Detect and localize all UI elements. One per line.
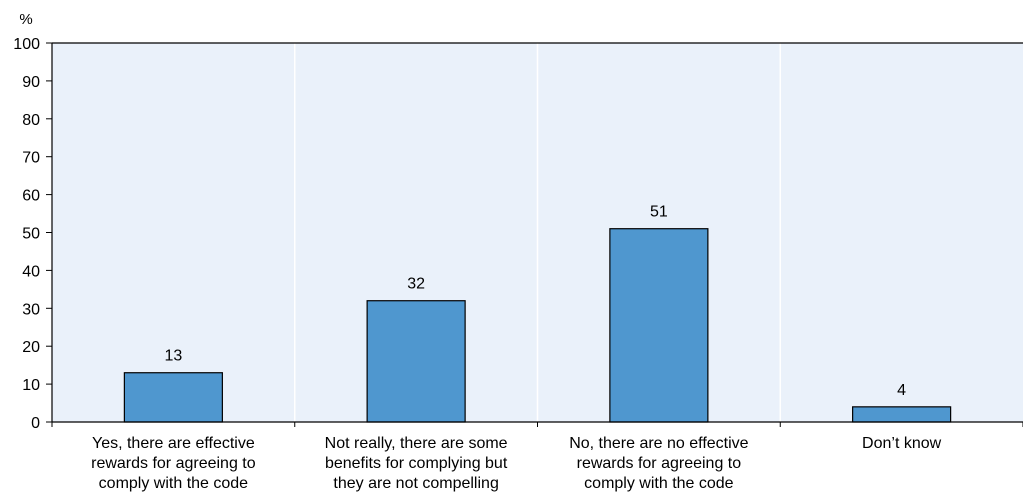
- bars: [123, 228, 952, 423]
- bar: [852, 406, 952, 423]
- bar: [123, 372, 223, 423]
- x-axis-labels: Yes, there are effective rewards for agre…: [91, 435, 942, 492]
- y-tick-label: 70: [22, 150, 40, 167]
- data-label: 4: [897, 382, 906, 399]
- data-label: 51: [650, 204, 668, 221]
- category-label: Not really, there are some benefits for c…: [325, 435, 508, 492]
- y-tick-label: 100: [13, 36, 40, 53]
- y-tick-label: 50: [22, 226, 40, 243]
- category-label: No, there are no effective rewards for ag…: [569, 435, 748, 492]
- category-separators: [51, 43, 1023, 427]
- y-tick-label: 10: [22, 377, 40, 394]
- y-axis-unit: %: [19, 11, 32, 28]
- category-label: Don’t know: [862, 435, 942, 452]
- data-label: 13: [164, 348, 182, 365]
- y-tick-label: 40: [22, 263, 40, 280]
- bar: [609, 228, 709, 423]
- bar: [366, 300, 466, 423]
- data-labels: 13 32 51 4: [164, 204, 906, 399]
- y-tick-label: 80: [22, 112, 40, 129]
- y-tick-label: 30: [22, 301, 40, 318]
- category-label: Yes, there are effective rewards for agre…: [91, 435, 256, 492]
- y-axis: 0 10 20 30 40 50 60 70 80 90 100: [13, 36, 52, 432]
- y-tick-label: 20: [22, 339, 40, 356]
- y-tick-label: 0: [31, 415, 40, 432]
- data-label: 32: [407, 276, 425, 293]
- y-tick-label: 90: [22, 74, 40, 91]
- y-tick-label: 60: [22, 188, 40, 205]
